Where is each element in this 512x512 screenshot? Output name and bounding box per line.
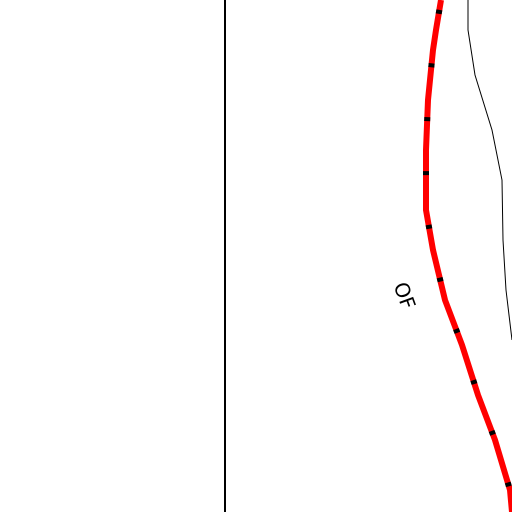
- route-line: [423, 0, 512, 512]
- contour-line: [467, 0, 512, 341]
